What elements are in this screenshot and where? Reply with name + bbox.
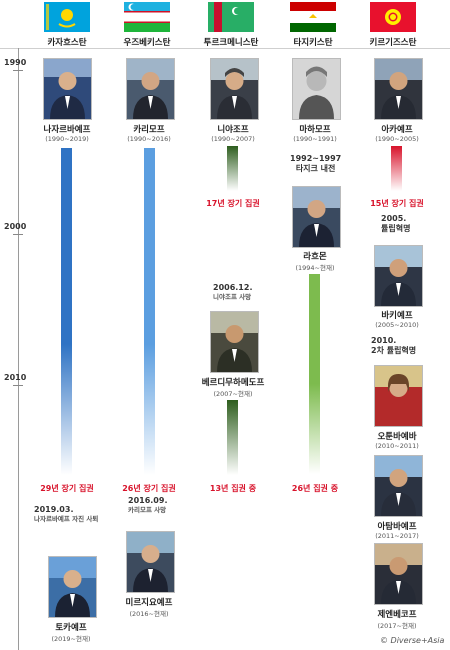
rule-label-rahmon: 26년 집권 중 [291, 484, 339, 493]
leader-name: 아탐바예프 [377, 522, 417, 532]
kyrgyzstan-flag-icon [370, 2, 416, 32]
timeline-axis [18, 48, 19, 650]
rule-bar-rahmon [309, 274, 320, 474]
event-date: 1992~1997 [290, 154, 342, 163]
leader-name: 토카예프 [55, 623, 87, 633]
leader-years: (2010~2011) [375, 442, 419, 450]
leader-years: (1994~현재) [295, 264, 335, 272]
rule-bar-karimov [144, 148, 155, 475]
leader-name: 나자르바예프 [43, 125, 91, 135]
event-desc: 니야조프 사망 [213, 293, 252, 301]
rule-bar-akayev [391, 146, 402, 191]
event-karimov-death: 2016.09. 카리모프 사망 [128, 496, 167, 514]
rule-label-nazarbayev: 29년 장기 집권 [40, 484, 94, 493]
year-label-2000: 2000 [4, 222, 27, 231]
event-desc: 카리모프 사망 [128, 506, 167, 514]
leader-years: (1990~2019) [45, 135, 89, 143]
event-nazarbayev-resign: 2019.03. 나자르바예프 자진 사퇴 [34, 505, 98, 523]
event-date: 2016.09. [128, 496, 168, 505]
country-kyrgyzstan: 키르기즈스탄 [369, 38, 417, 48]
year-tick-2010 [13, 385, 23, 386]
rule-bar-berdimuhamedov [227, 400, 238, 475]
leader-years: (2007~현재) [213, 390, 253, 398]
country-turkmenistan: 투르크메니스탄 [203, 38, 259, 48]
header-divider [0, 48, 450, 49]
leader-years: (2016~현재) [129, 610, 169, 618]
portrait-atambayev [374, 455, 423, 517]
year-tick-1990 [13, 70, 23, 71]
portrait-mirziyoyev [126, 531, 175, 593]
event-date: 2019.03. [34, 505, 74, 514]
rule-label-akayev: 15년 장기 집권 [370, 199, 424, 208]
portrait-makhamov [292, 58, 341, 120]
credit-text: © Diverse+Asia [380, 636, 445, 645]
rule-label-berdimuhamedov: 13년 집권 중 [209, 484, 257, 493]
portrait-tokayev [48, 556, 97, 618]
portrait-jeenbekov [374, 543, 423, 605]
leader-name: 아카예프 [381, 125, 413, 135]
leader-years: (1990~2016) [127, 135, 171, 143]
portrait-niyazov [210, 58, 259, 120]
event-desc: 나자르바예프 자진 사퇴 [34, 515, 99, 523]
event-date: 2005. [381, 214, 407, 223]
leader-years: (2019~현재) [51, 635, 91, 643]
event-date: 2010. [371, 336, 397, 345]
portrait-berdimuhamedov [210, 311, 259, 373]
rule-bar-nazarbayev [61, 148, 72, 475]
portrait-karimov [126, 58, 175, 120]
event-niyazov-death: 2006.12. 니야조프 사망 [213, 283, 252, 301]
event-desc: 2차 튤립혁명 [371, 346, 417, 355]
event-date: 2006.12. [213, 283, 253, 292]
leader-name: 카리모프 [133, 125, 165, 135]
portrait-rahmon [292, 186, 341, 248]
country-tajikistan: 타지키스탄 [293, 38, 333, 48]
tajikistan-flag-icon [290, 2, 336, 32]
leader-name: 미르지요예프 [125, 598, 173, 608]
leader-name: 라흐몬 [303, 252, 327, 262]
year-label-1990: 1990 [4, 58, 27, 67]
leader-years: (2017~현재) [377, 622, 417, 630]
event-tajik-civil-war: 1992~1997 타지크 내전 [290, 154, 341, 174]
year-label-2010: 2010 [4, 373, 27, 382]
event-desc: 튤립혁명 [381, 224, 411, 233]
event-tulip-2010: 2010. 2차 튤립혁명 [371, 336, 416, 356]
portrait-otunbayeva [374, 365, 423, 427]
kazakhstan-flag-icon [44, 2, 90, 32]
event-tulip-2005: 2005. 튤립혁명 [381, 214, 410, 234]
turkmenistan-flag-icon [208, 2, 254, 32]
rule-label-karimov: 26년 장기 집권 [122, 484, 176, 493]
uzbekistan-flag-icon [124, 2, 170, 32]
portrait-bakiyev [374, 245, 423, 307]
portrait-nazarbayev [43, 58, 92, 120]
leader-years: (1990~1991) [293, 135, 337, 143]
leader-name: 베르디무하메도프 [201, 378, 265, 388]
year-tick-2000 [13, 234, 23, 235]
portrait-akayev [374, 58, 423, 120]
country-uzbekistan: 우즈베키스탄 [123, 38, 171, 48]
leader-name: 제엔베코프 [377, 610, 417, 620]
rule-label-niyazov: 17년 장기 집권 [206, 199, 260, 208]
leader-name: 니야조프 [217, 125, 249, 135]
leader-years: (2005~2010) [375, 321, 419, 329]
rule-bar-niyazov [227, 146, 238, 191]
leader-name: 바키예프 [381, 311, 413, 321]
leader-name: 오툰바예바 [377, 432, 417, 442]
leader-years: (2011~2017) [375, 532, 419, 540]
leader-name: 마하모프 [299, 125, 331, 135]
leader-years: (1990~2007) [211, 135, 255, 143]
leader-years: (1990~2005) [375, 135, 419, 143]
country-kazakhstan: 카자흐스탄 [47, 38, 87, 48]
event-desc: 타지크 내전 [295, 164, 336, 173]
